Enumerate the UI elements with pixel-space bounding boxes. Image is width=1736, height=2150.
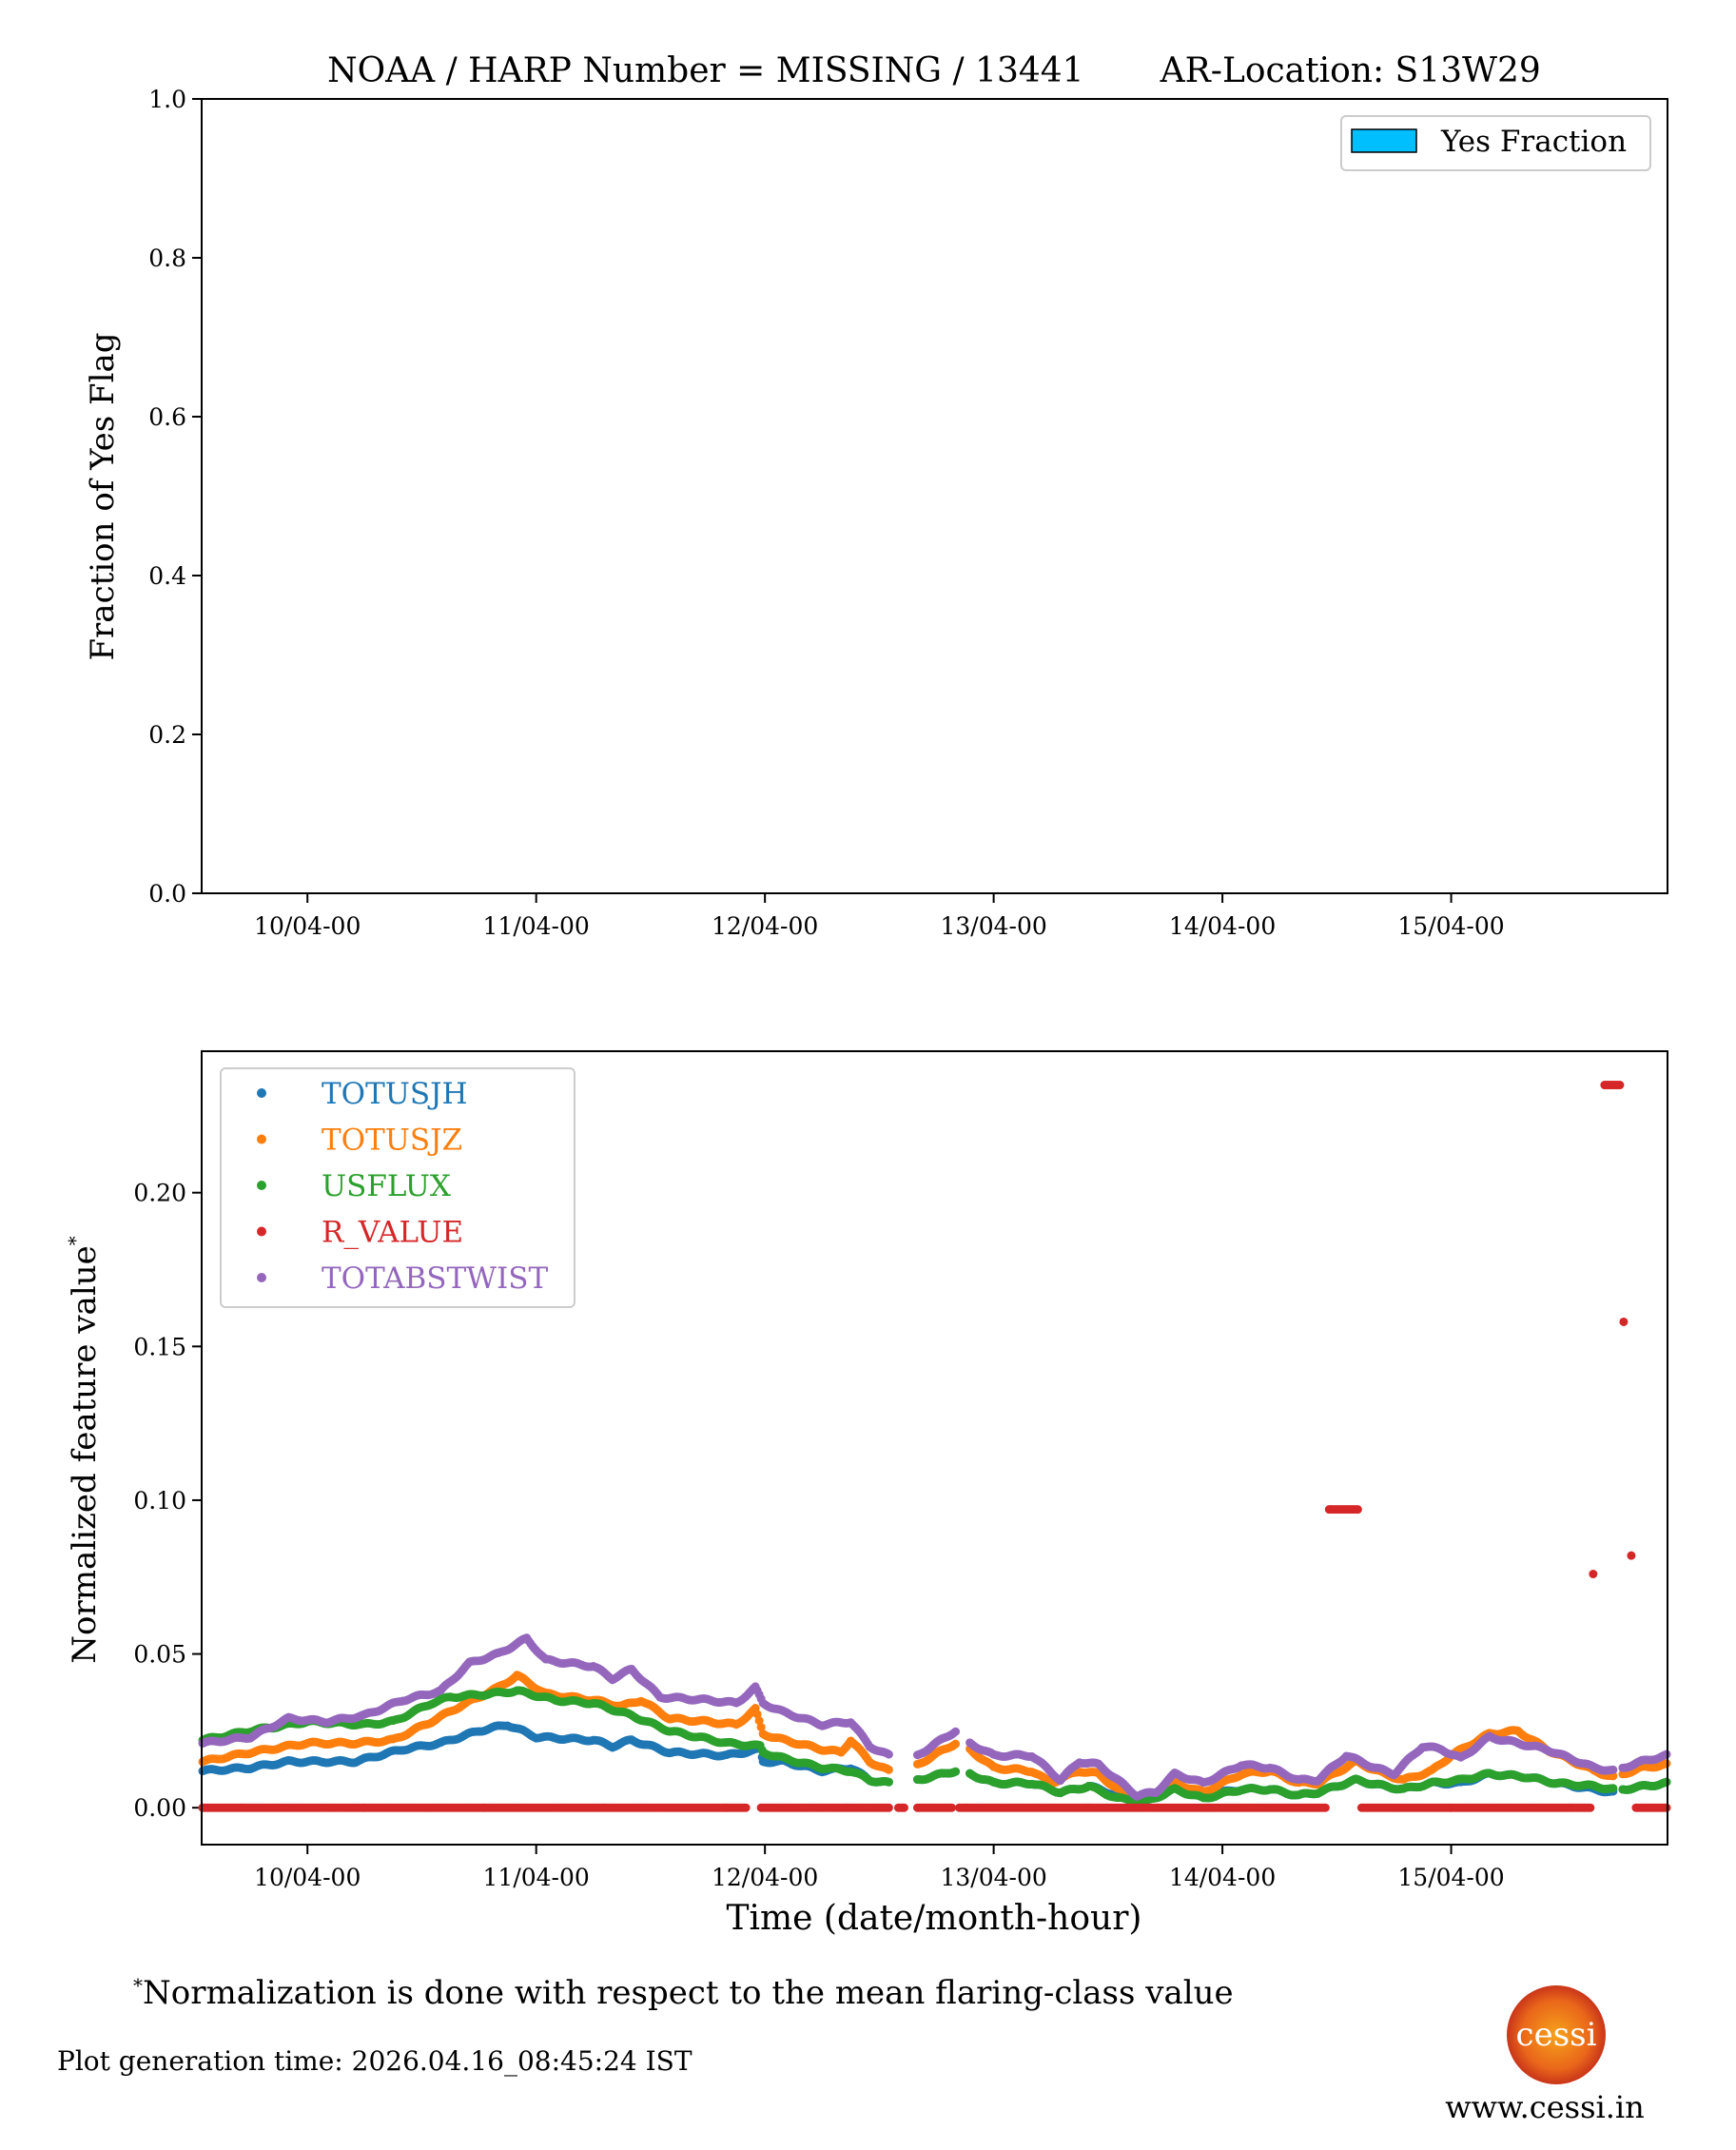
data-point xyxy=(899,1803,908,1812)
bottom-ytick-label: 0.15 xyxy=(133,1333,186,1360)
data-point xyxy=(884,1765,893,1774)
data-point xyxy=(1619,1317,1629,1326)
data-point xyxy=(1353,1505,1362,1515)
data-point xyxy=(1586,1803,1595,1812)
logo-text: cessi xyxy=(1516,2016,1597,2054)
data-point xyxy=(1615,1081,1625,1090)
series-usflux xyxy=(198,1686,1671,1807)
footnote: *Normalization is done with respect to t… xyxy=(133,1974,1234,2012)
top-xtick-label: 14/04-00 xyxy=(1169,912,1276,940)
legend-patch-yes-fraction xyxy=(1351,128,1417,153)
legend-label-yes-fraction: Yes Fraction xyxy=(1440,125,1627,159)
data-point xyxy=(951,1727,961,1736)
bottom-ytick-label: 0.05 xyxy=(133,1641,186,1669)
data-point xyxy=(1662,1759,1671,1769)
legend-label-totusjz: TOTUSJZ xyxy=(322,1124,462,1158)
bottom-xtick-label: 11/04-00 xyxy=(483,1864,590,1891)
legend-label-totusjh: TOTUSJH xyxy=(322,1077,468,1111)
data-point xyxy=(884,1749,893,1759)
data-point xyxy=(756,1723,766,1732)
legend-label-usflux: USFLUX xyxy=(322,1169,451,1203)
legend-marker-totusjz xyxy=(257,1134,266,1144)
data-point xyxy=(951,1739,961,1749)
top-ytick-label: 0.6 xyxy=(148,403,186,431)
footnote-text: Normalization is done with respect to th… xyxy=(143,1974,1234,2012)
footnote-mark: * xyxy=(133,1974,143,1997)
legend-label-r-value: R_VALUE xyxy=(322,1216,463,1250)
top-xtick-label: 10/04-00 xyxy=(254,912,361,940)
bottom-chart-ylabel: Normalized feature value* xyxy=(64,1236,104,1663)
top-xtick-label: 15/04-00 xyxy=(1397,912,1504,940)
bottom-chart-legend: TOTUSJH TOTUSJZ USFLUX R_VALUE TOTABSTWIST xyxy=(220,1067,575,1308)
legend-marker-r-value xyxy=(257,1226,266,1237)
bottom-ytick-label: 0.10 xyxy=(133,1487,186,1515)
top-ytick-label: 0.0 xyxy=(148,880,186,908)
data-point xyxy=(1662,1777,1671,1787)
bottom-ytick-label: 0.00 xyxy=(133,1794,186,1822)
legend-label-totabstwist: TOTABSTWIST xyxy=(322,1261,548,1296)
bottom-chart-frame xyxy=(201,1050,1668,1846)
top-chart-legend: Yes Fraction xyxy=(1340,115,1651,171)
data-point xyxy=(1662,1749,1671,1759)
top-ytick-label: 0.8 xyxy=(148,244,186,272)
bottom-chart-points xyxy=(198,1081,1671,1812)
data-point xyxy=(754,1716,764,1726)
bottom-ytick-label: 0.20 xyxy=(133,1180,186,1207)
top-ytick-label: 0.4 xyxy=(148,562,186,590)
legend-marker-totabstwist xyxy=(257,1273,266,1282)
bottom-xtick-label: 10/04-00 xyxy=(254,1864,361,1891)
series-totabstwist xyxy=(198,1633,1671,1801)
generation-time: Plot generation time: 2026.04.16_08:45:2… xyxy=(57,2045,692,2077)
top-chart-frame xyxy=(201,98,1668,894)
data-point xyxy=(1627,1551,1636,1560)
bottom-chart-axes: 10/04-00 11/04-00 12/04-00 13/04-00 14/04-00… xyxy=(133,1180,1504,1891)
legend-frame xyxy=(1340,115,1651,171)
data-point xyxy=(947,1803,957,1812)
top-xtick-label: 11/04-00 xyxy=(483,912,590,940)
top-chart-title: NOAA / HARP Number = MISSING / 13441 AR-… xyxy=(327,51,1541,90)
top-chart-ylabel: Fraction of Yes Flag xyxy=(84,332,122,660)
ylabel-sup: * xyxy=(64,1236,87,1245)
top-xtick-label: 13/04-00 xyxy=(940,912,1046,940)
legend-frame xyxy=(220,1067,575,1308)
top-ytick-label: 0.2 xyxy=(148,721,186,749)
data-point xyxy=(951,1767,961,1776)
ylabel-text: Normalized feature value xyxy=(66,1245,104,1663)
cessi-logo: cessi xyxy=(1507,1985,1606,2084)
data-point xyxy=(884,1777,893,1787)
bottom-xtick-label: 13/04-00 xyxy=(940,1864,1046,1891)
bottom-chart-xlabel: Time (date/month-hour) xyxy=(727,1899,1142,1938)
website-link[interactable]: www.cessi.in xyxy=(1445,2089,1645,2125)
bottom-xtick-label: 14/04-00 xyxy=(1169,1864,1276,1891)
data-point xyxy=(1609,1765,1618,1774)
data-point xyxy=(1320,1803,1330,1812)
bottom-xtick-label: 12/04-00 xyxy=(712,1864,818,1891)
legend-marker-totusjh xyxy=(257,1088,266,1098)
bottom-xtick-label: 15/04-00 xyxy=(1397,1864,1504,1891)
top-ytick-label: 1.0 xyxy=(148,86,186,113)
data-point xyxy=(884,1803,893,1812)
data-point xyxy=(1662,1803,1671,1812)
data-point xyxy=(1609,1784,1618,1793)
data-point xyxy=(1589,1570,1598,1579)
legend-marker-usflux xyxy=(257,1181,266,1190)
data-point xyxy=(741,1803,751,1812)
top-xtick-label: 12/04-00 xyxy=(712,912,818,940)
series-r-value xyxy=(198,1081,1671,1812)
top-chart-axes: 10/04-00 11/04-00 12/04-00 13/04-00 14/04-00… xyxy=(148,86,1504,940)
